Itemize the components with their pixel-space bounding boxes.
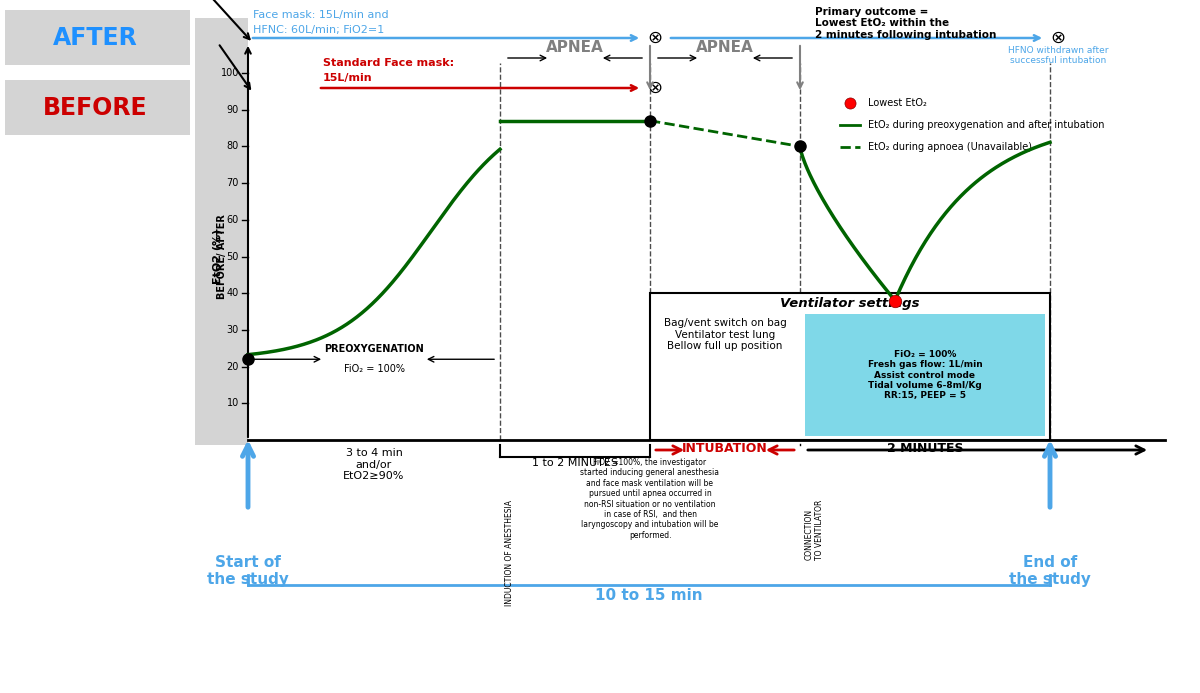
Text: FiO₂ = 100%
Fresh gas flow: 1L/min
Assist control mode
Tidal volume 6-8ml/Kg
RR:: FiO₂ = 100% Fresh gas flow: 1L/min Assis… [868,350,983,401]
Text: 100: 100 [221,68,239,78]
Text: Bag/vent switch on bag
Ventilator test lung
Bellow full up position: Bag/vent switch on bag Ventilator test l… [664,318,786,351]
Text: 40: 40 [227,288,239,298]
Text: 1 to 2 MINUTES: 1 to 2 MINUTES [532,458,618,468]
Text: 10 to 15 min: 10 to 15 min [595,588,703,603]
Text: AFTER: AFTER [53,26,137,50]
Text: End of
the study: End of the study [1009,555,1091,588]
Text: 90: 90 [227,105,239,115]
Text: FiO₂ = 100%: FiO₂ = 100% [343,365,404,374]
Text: ⊗: ⊗ [648,29,662,47]
Text: HFNC: 60L/min; FiO2=1: HFNC: 60L/min; FiO2=1 [253,25,384,35]
Text: ⊗: ⊗ [648,79,662,97]
Text: EtO2 (%): EtO2 (%) [214,229,223,284]
Text: 70: 70 [227,178,239,188]
Bar [805,314,1045,436]
Text: 60: 60 [227,215,239,225]
Text: INTUBATION: INTUBATION [682,441,768,455]
Text: BEFORE/ AFTER: BEFORE/ AFTER [217,214,227,299]
Text: 50: 50 [227,252,239,261]
Bar [5,10,190,65]
Text: 15L/min: 15L/min [323,73,373,83]
Text: 2 MINUTES: 2 MINUTES [887,441,964,455]
Text: BEFORE: BEFORE [43,96,148,120]
Text: Standard Face mask:: Standard Face mask: [323,58,454,68]
Text: EtO₂ during apnoea (Unavailable): EtO₂ during apnoea (Unavailable) [868,142,1032,152]
Text: 80: 80 [227,141,239,151]
Text: APNEA: APNEA [546,40,604,55]
Text: ⊗: ⊗ [1050,29,1066,47]
Text: CONNECTION
TO VENTILATOR: CONNECTION TO VENTILATOR [805,500,824,561]
Text: Face mask: 15L/min and: Face mask: 15L/min and [253,10,389,20]
Text: FiO2 =100%, the investigator
started inducing general anesthesia
and face mask v: FiO2 =100%, the investigator started ind… [581,458,720,540]
Text: 10: 10 [227,398,239,408]
Text: 30: 30 [227,325,239,335]
Text: PREOXYGENATION: PREOXYGENATION [324,344,424,354]
Bar [194,18,248,445]
Text: APNEA: APNEA [696,40,754,55]
Text: 3 to 4 min
and/or
EtO2≥90%: 3 to 4 min and/or EtO2≥90% [343,448,404,481]
Text: HFNO withdrawn after
successful intubation: HFNO withdrawn after successful intubati… [1008,46,1109,65]
Text: 20: 20 [227,362,239,371]
Text: Primary outcome =
Lowest EtO₂ within the
2 minutes following intubation: Primary outcome = Lowest EtO₂ within the… [815,7,996,40]
Text: Start of
the study: Start of the study [208,555,289,588]
Text: Ventilator settings: Ventilator settings [780,297,919,310]
Bar [650,293,1050,440]
Bar [5,80,190,135]
Text: Lowest EtO₂: Lowest EtO₂ [868,98,926,108]
Text: INDUCTION OF ANESTHESIA: INDUCTION OF ANESTHESIA [505,500,514,606]
Text: EtO₂ during preoxygenation and after intubation: EtO₂ during preoxygenation and after int… [868,120,1104,130]
